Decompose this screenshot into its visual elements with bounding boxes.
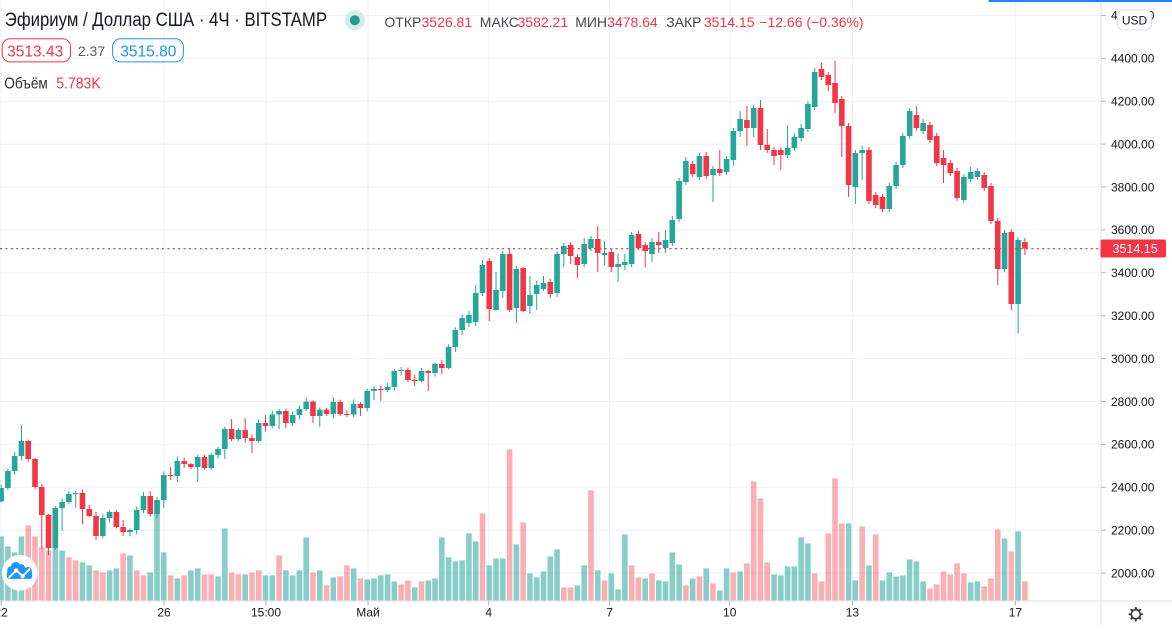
svg-text:−12.66 (−0.36%): −12.66 (−0.36%): [759, 14, 863, 30]
svg-text:22: 22: [0, 606, 8, 620]
svg-text:2600.00: 2600.00: [1111, 438, 1155, 452]
svg-text:2800.00: 2800.00: [1111, 395, 1155, 409]
svg-text:2000.00: 2000.00: [1111, 566, 1155, 580]
svg-text:13: 13: [846, 606, 860, 620]
svg-text:4: 4: [485, 606, 492, 620]
svg-text:3515.80: 3515.80: [120, 43, 176, 60]
svg-text:3200.00: 3200.00: [1111, 309, 1155, 323]
svg-text:ОТКР: ОТКР: [384, 14, 421, 30]
svg-text:3526.81: 3526.81: [422, 14, 473, 30]
svg-text:4000.00: 4000.00: [1111, 137, 1155, 151]
svg-text:2200.00: 2200.00: [1111, 524, 1155, 538]
svg-text:Эфириум / Доллар США · 4Ч · BI: Эфириум / Доллар США · 4Ч · BITSTAMP: [5, 10, 327, 31]
svg-text:7: 7: [606, 606, 613, 620]
svg-text:3514.15: 3514.15: [704, 14, 755, 30]
svg-text:4200.00: 4200.00: [1111, 95, 1155, 109]
svg-text:10: 10: [723, 606, 737, 620]
svg-text:ЗАКР: ЗАКР: [666, 14, 701, 30]
svg-text:15:00: 15:00: [251, 606, 281, 620]
svg-text:5.783K: 5.783K: [56, 76, 101, 93]
svg-text:Объём: Объём: [4, 76, 48, 93]
svg-text:2.37: 2.37: [78, 43, 105, 59]
svg-text:3513.43: 3513.43: [7, 43, 63, 60]
svg-text:МИН: МИН: [575, 14, 607, 30]
svg-text:4400.00: 4400.00: [1111, 52, 1155, 66]
svg-text:МАКС: МАКС: [480, 14, 519, 30]
svg-text:3400.00: 3400.00: [1111, 266, 1155, 280]
svg-text:3800.00: 3800.00: [1111, 180, 1155, 194]
svg-text:3000.00: 3000.00: [1111, 352, 1155, 366]
svg-text:USD: USD: [1122, 13, 1148, 27]
svg-text:Май: Май: [356, 606, 380, 620]
svg-text:3478.64: 3478.64: [607, 14, 658, 30]
svg-text:3582.21: 3582.21: [518, 14, 569, 30]
svg-text:3600.00: 3600.00: [1111, 223, 1155, 237]
svg-text:17: 17: [1009, 606, 1023, 620]
svg-text:2400.00: 2400.00: [1111, 481, 1155, 495]
svg-text:3514.15: 3514.15: [1113, 242, 1158, 256]
svg-text:26: 26: [157, 606, 171, 620]
